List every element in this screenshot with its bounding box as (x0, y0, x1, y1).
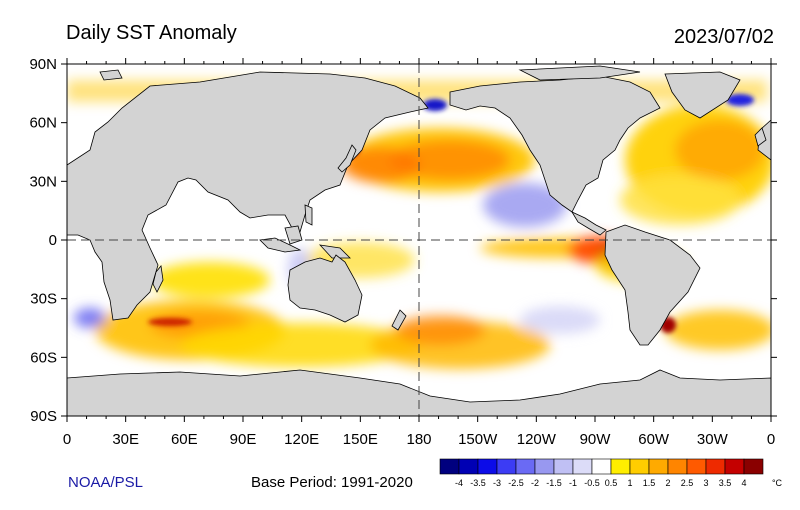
colorbar-swatch (477, 458, 498, 475)
x-tick-label: 90W (580, 431, 612, 448)
y-tick-label: 90S (30, 408, 57, 425)
colorbar: -4 -3.5 -3 -2.5 -2 -1.5 -1 -0.5 0.5 1 1.5 2 2.5 3 3.5 4… (439, 458, 783, 488)
colorbar-label: 4 (741, 478, 746, 488)
land-south-america (604, 224, 701, 346)
y-tick-label: 30S (30, 291, 57, 308)
colorbar-swatch (667, 458, 688, 475)
colorbar-label: 3 (703, 478, 708, 488)
x-tick-label: 120E (284, 431, 319, 448)
x-tick-label: 120W (517, 431, 557, 448)
land-central-america (570, 211, 607, 236)
y-tick-label: 30N (29, 173, 57, 190)
colorbar-label: -1 (569, 478, 577, 488)
x-tick-label: 150W (458, 431, 498, 448)
colorbar-label: -2.5 (508, 478, 524, 488)
map-date: 2023/07/02 (673, 26, 774, 48)
land-madagascar (152, 265, 164, 293)
colorbar-swatch (515, 458, 536, 475)
y-tick-label: 60N (29, 115, 57, 132)
land-philippines (304, 204, 313, 226)
colorbar-swatch (534, 458, 555, 475)
y-tick-label: 90N (29, 56, 57, 73)
x-tick-label: 30E (112, 431, 139, 448)
y-tick-label: 0 (49, 232, 57, 249)
colorbar-swatch (496, 458, 517, 475)
colorbar-swatch (572, 458, 593, 475)
colorbar-label: -4 (455, 478, 463, 488)
colorbar-label: -0.5 (584, 478, 600, 488)
x-tick-label: 60W (638, 431, 670, 448)
colorbar-swatch (743, 458, 764, 475)
land-japan (337, 144, 357, 173)
colorbar-label: 2.5 (681, 478, 694, 488)
colorbar-swatch (458, 458, 479, 475)
colorbar-swatch (439, 458, 460, 475)
x-tick-label: 90E (230, 431, 257, 448)
colorbar-swatch (629, 458, 650, 475)
colorbar-swatch (686, 458, 707, 475)
y-tick-label: 60S (30, 349, 57, 366)
land-australia (287, 254, 363, 323)
land-greenland (664, 71, 741, 119)
base-period-label: Base Period: 1991-2020 (251, 474, 413, 491)
colorbar-label: -3.5 (470, 478, 486, 488)
colorbar-label: -1.5 (546, 478, 562, 488)
x-tick-label: 30W (697, 431, 729, 448)
land-indonesia (259, 237, 302, 253)
colorbar-swatch (705, 458, 726, 475)
x-tick-label: 150E (343, 431, 378, 448)
colorbar-swatch (648, 458, 669, 475)
land-arctic-islands (518, 65, 641, 81)
colorbar-label: 3.5 (719, 478, 732, 488)
x-tick-label: 60E (171, 431, 198, 448)
land-north-america (449, 75, 661, 213)
colorbar-swatch (591, 458, 612, 475)
credit-label: NOAA/PSL (68, 474, 144, 491)
colorbar-swatch (724, 458, 745, 475)
land-uk (754, 127, 767, 147)
colorbar-swatch (553, 458, 574, 475)
land-svalbard (99, 69, 123, 81)
x-tick-label: 0 (63, 431, 71, 448)
colorbar-label: 2 (665, 478, 670, 488)
x-tick-label: 180 (406, 431, 431, 448)
colorbar-label: -3 (493, 478, 501, 488)
land-new-zealand (391, 309, 407, 331)
land-eurasia-africa (67, 71, 429, 321)
axis-ticks: 90N 60N 30N 0 30S 60S 90S 0 30E 60E 90E 120E 150E 180… (29, 56, 777, 448)
x-tick-label: 0 (767, 431, 775, 448)
colorbar-label: 1 (627, 478, 632, 488)
colorbar-label: 1.5 (643, 478, 656, 488)
map-title: Daily SST Anomaly (66, 22, 237, 44)
colorbar-label: -2 (531, 478, 539, 488)
colorbar-swatch (610, 458, 631, 475)
land-new-guinea (318, 244, 351, 259)
colorbar-label: 0.5 (605, 478, 618, 488)
colorbar-unit: °C (772, 478, 783, 488)
